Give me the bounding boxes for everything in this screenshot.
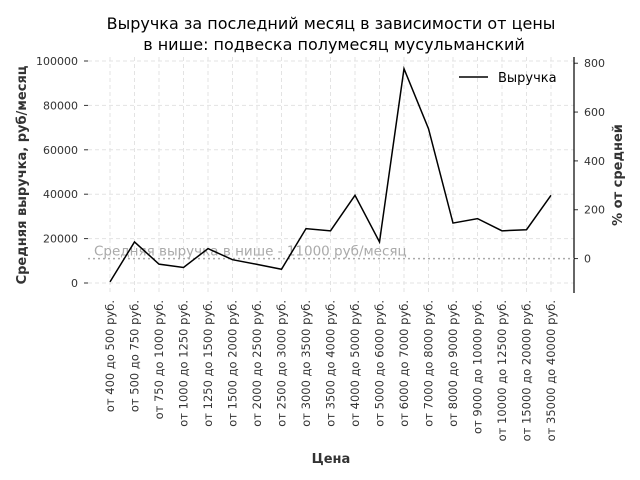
y-tick-label: 20000: [43, 233, 78, 246]
chart-title-line1: Выручка за последний месяц в зависимости…: [107, 14, 556, 33]
x-tick-label: от 2000 до 2500 руб.: [250, 300, 264, 427]
x-axis-label: Цена: [312, 452, 351, 467]
x-tick-label: от 35000 до 40000 руб.: [544, 300, 558, 441]
x-tick-label: от 7000 до 8000 руб.: [422, 300, 436, 427]
chart-title-line2: в нише: подвеска полумесяц мусульманский: [143, 35, 525, 54]
y-tick-label: 0: [71, 277, 78, 290]
x-tick-label: от 750 до 1000 руб.: [152, 300, 166, 419]
x-tick-label: от 1250 до 1500 руб.: [201, 300, 215, 427]
x-tick-label: от 1500 до 2000 руб.: [226, 300, 240, 427]
x-tick-label: от 8000 до 9000 руб.: [446, 300, 460, 427]
y-tick-label: 60000: [43, 144, 78, 157]
y2-tick-label: 400: [584, 155, 605, 168]
legend: Выручка: [459, 71, 557, 86]
x-tick-label: от 6000 до 7000 руб.: [397, 300, 411, 427]
y2-tick-label: 600: [584, 106, 605, 119]
x-tick-label: от 10000 до 12500 руб.: [495, 300, 509, 441]
y2-tick-label: 800: [584, 57, 605, 70]
legend-label-revenue: Выручка: [498, 71, 557, 86]
x-tick-label: от 500 до 750 руб.: [128, 300, 142, 412]
x-tick-label: от 1000 до 1250 руб.: [177, 300, 191, 427]
x-tick-label: от 3000 до 3500 руб.: [299, 300, 313, 427]
series-line-revenue: [109, 65, 552, 283]
y-axis-label: Средняя выручка, руб/месяц: [15, 65, 30, 284]
y-tick-label: 80000: [43, 99, 78, 112]
x-tick-label: от 3500 до 4000 руб.: [324, 300, 338, 427]
mean-label: Средняя выручка в нише - 11000 руб/месяц: [94, 244, 407, 260]
x-tick-label: от 400 до 500 руб.: [103, 300, 117, 412]
y2-axis-label: % от средней: [611, 124, 626, 226]
y2-tick-label: 0: [584, 253, 591, 266]
x-tick-label: от 9000 до 10000 руб.: [471, 300, 485, 434]
y-tick-label: 40000: [43, 188, 78, 201]
x-tick-label: от 2500 до 3000 руб.: [275, 300, 289, 427]
x-tick-label: от 5000 до 6000 руб.: [373, 300, 387, 427]
y-tick-label: 100000: [36, 55, 78, 68]
x-tick-label: от 15000 до 20000 руб.: [520, 300, 534, 441]
x-tick-label: от 4000 до 5000 руб.: [348, 300, 362, 427]
y2-tick-label: 200: [584, 204, 605, 217]
